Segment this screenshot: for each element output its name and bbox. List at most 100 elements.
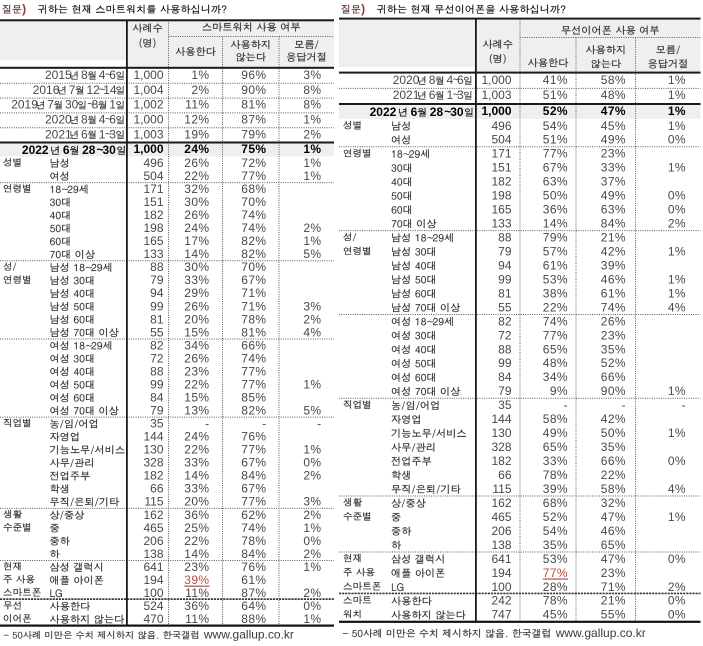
svg-text:1%: 1% <box>668 245 686 259</box>
svg-text:30%: 30% <box>184 195 209 209</box>
svg-text:19%: 19% <box>184 127 209 141</box>
svg-text:77%: 77% <box>241 364 266 378</box>
svg-text:12%: 12% <box>184 113 209 127</box>
svg-text:100: 100 <box>143 586 163 600</box>
svg-text:14%: 14% <box>184 247 209 261</box>
svg-text:~: ~ <box>87 97 94 111</box>
svg-text:3%: 3% <box>303 299 321 313</box>
svg-text:198: 198 <box>143 221 163 235</box>
svg-text:67%: 67% <box>241 456 266 470</box>
svg-text:6: 6 <box>411 105 418 119</box>
svg-text:1%: 1% <box>668 161 686 175</box>
svg-text:50%: 50% <box>543 189 568 203</box>
svg-text:2%: 2% <box>303 586 321 600</box>
svg-text:2%: 2% <box>303 547 321 561</box>
svg-text:): ) <box>361 2 365 16</box>
svg-text:82: 82 <box>150 338 164 352</box>
svg-text:39%: 39% <box>543 482 568 496</box>
svg-text:20%: 20% <box>184 312 209 326</box>
svg-text:62%: 62% <box>241 508 266 522</box>
svg-text:63%: 63% <box>601 203 626 217</box>
svg-text:2%: 2% <box>303 312 321 326</box>
svg-text:77%: 77% <box>241 495 266 509</box>
svg-text:524: 524 <box>143 599 163 613</box>
svg-text:504: 504 <box>143 169 163 183</box>
svg-text:20%: 20% <box>184 495 209 509</box>
svg-text:49%: 49% <box>601 133 626 147</box>
svg-text:41%: 41% <box>543 73 568 87</box>
svg-text:47%: 47% <box>601 552 626 566</box>
svg-text:47%: 47% <box>601 104 626 118</box>
svg-text:0%: 0% <box>303 534 321 548</box>
svg-text:67%: 67% <box>241 482 266 496</box>
svg-text:99: 99 <box>150 299 164 313</box>
svg-text:58%: 58% <box>601 482 626 496</box>
svg-text:2020: 2020 <box>393 73 420 87</box>
svg-text:82%: 82% <box>241 404 266 418</box>
svg-text:1,000: 1,000 <box>133 113 163 127</box>
svg-text:1%: 1% <box>303 142 321 156</box>
svg-text:2022: 2022 <box>22 143 49 157</box>
svg-text:36%: 36% <box>184 599 209 613</box>
svg-text:9%: 9% <box>550 384 568 398</box>
svg-text:12: 12 <box>87 83 101 97</box>
svg-text:1%: 1% <box>668 272 686 286</box>
svg-text:www.gallup.co.kr: www.gallup.co.kr <box>203 628 294 642</box>
svg-text:11%: 11% <box>185 98 209 112</box>
svg-text:4%: 4% <box>668 300 686 314</box>
svg-text:2%: 2% <box>191 83 209 97</box>
svg-text:99: 99 <box>150 378 164 392</box>
svg-text:182: 182 <box>491 175 511 189</box>
svg-text:63%: 63% <box>543 175 568 189</box>
svg-text:206: 206 <box>491 524 511 538</box>
svg-text:0%: 0% <box>668 189 686 203</box>
svg-text:1%: 1% <box>668 510 686 524</box>
svg-text:37%: 37% <box>601 175 626 189</box>
svg-text:42%: 42% <box>601 245 626 259</box>
svg-text:58%: 58% <box>601 73 626 87</box>
svg-text:52%: 52% <box>543 510 568 524</box>
svg-text:22%: 22% <box>184 378 209 392</box>
svg-text:2%: 2% <box>303 127 321 141</box>
svg-text:1: 1 <box>99 127 106 141</box>
svg-text:24%: 24% <box>184 221 209 235</box>
svg-text:171: 171 <box>491 147 511 161</box>
svg-text:52%: 52% <box>543 104 568 118</box>
svg-text:67%: 67% <box>543 161 568 175</box>
svg-text:74%: 74% <box>241 208 266 222</box>
svg-text:82: 82 <box>498 314 512 328</box>
svg-text:26%: 26% <box>184 351 209 365</box>
svg-text:1%: 1% <box>303 169 321 183</box>
svg-text:48%: 48% <box>543 356 568 370</box>
svg-text:1%: 1% <box>191 68 209 82</box>
svg-text:115: 115 <box>144 495 163 509</box>
svg-text:0%: 0% <box>668 454 686 468</box>
svg-text:35%: 35% <box>601 342 626 356</box>
svg-text:1,000: 1,000 <box>481 73 511 87</box>
svg-text:-: - <box>205 417 209 431</box>
svg-text:1%: 1% <box>668 73 686 87</box>
svg-text:32%: 32% <box>601 496 626 510</box>
svg-text:4: 4 <box>99 113 106 127</box>
svg-text:77%: 77% <box>543 328 568 342</box>
svg-text:4%: 4% <box>668 482 686 496</box>
svg-text:2021: 2021 <box>393 88 420 102</box>
svg-text:23%: 23% <box>601 147 626 161</box>
svg-text:22%: 22% <box>543 300 568 314</box>
svg-text:84: 84 <box>498 370 512 384</box>
svg-text:79: 79 <box>150 404 164 418</box>
svg-text:2015: 2015 <box>45 68 72 82</box>
svg-text:~: ~ <box>453 88 460 102</box>
svg-text:6: 6 <box>109 113 116 127</box>
svg-text:1%: 1% <box>303 156 321 170</box>
svg-text:85%: 85% <box>241 391 266 405</box>
svg-text:81: 81 <box>150 312 164 326</box>
svg-text:1,004: 1,004 <box>133 83 163 97</box>
svg-text:88: 88 <box>150 260 164 274</box>
svg-text:1%: 1% <box>303 113 321 127</box>
svg-text:55: 55 <box>498 300 512 314</box>
svg-text:74%: 74% <box>241 521 266 535</box>
svg-text:1%: 1% <box>668 286 686 300</box>
svg-text:70%: 70% <box>241 195 266 209</box>
svg-text:2020: 2020 <box>45 113 72 127</box>
